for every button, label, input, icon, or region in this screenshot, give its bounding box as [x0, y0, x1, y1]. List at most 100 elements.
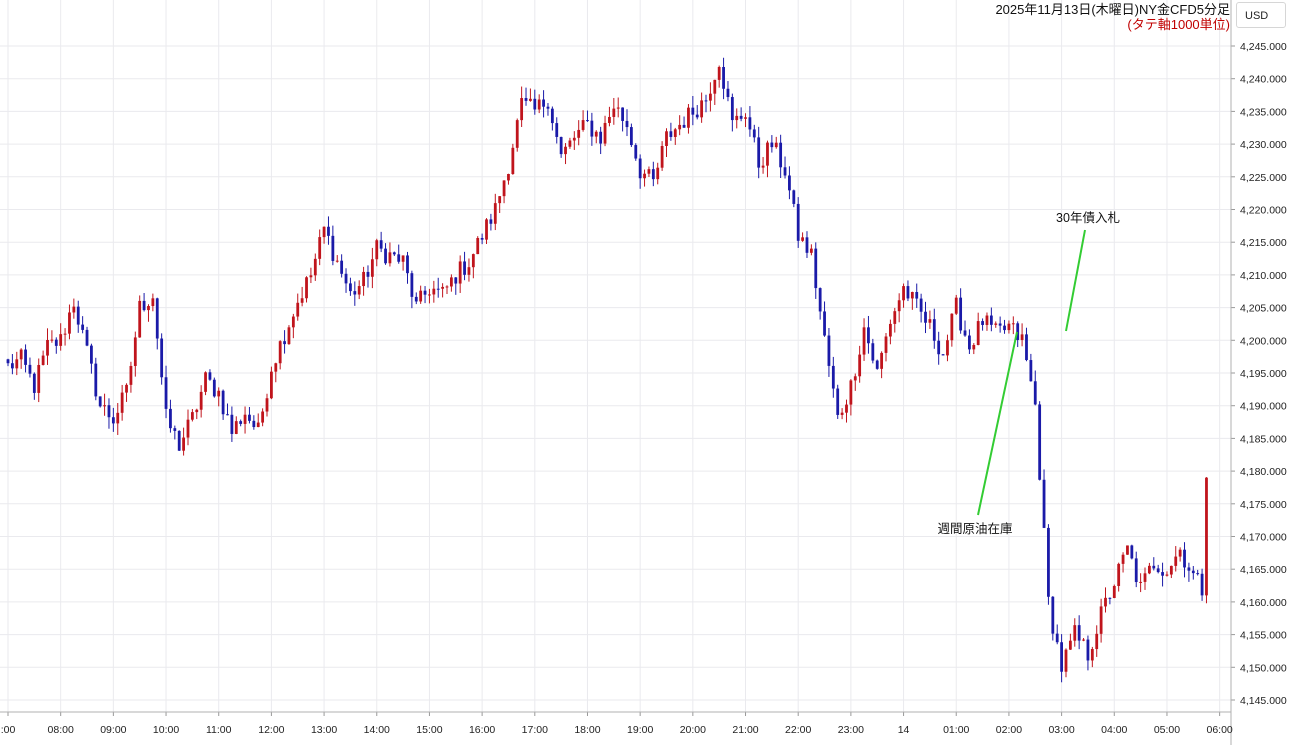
candle-body: [217, 390, 221, 397]
candle-body: [467, 267, 471, 275]
candle-body: [81, 324, 85, 330]
candle: [801, 232, 804, 242]
candle: [489, 213, 493, 231]
candle: [788, 166, 791, 200]
candle-body: [6, 359, 10, 364]
candle: [533, 89, 537, 115]
candle-body: [186, 419, 190, 438]
candle: [423, 286, 427, 304]
candle-body: [1112, 585, 1116, 599]
candle-body: [410, 273, 414, 297]
candle-body: [1139, 581, 1143, 583]
x-tick-label: 19:00: [627, 724, 653, 736]
candle: [1055, 624, 1059, 645]
y-tick-label: 4,165.000: [1240, 564, 1287, 576]
candle-body: [357, 286, 361, 295]
candle-body: [85, 329, 89, 346]
candle-body: [827, 335, 831, 366]
candle-body: [779, 142, 783, 168]
candle-body: [120, 392, 124, 413]
candle-body: [10, 363, 14, 369]
candle: [1047, 524, 1050, 605]
candle-body: [489, 219, 493, 224]
candle: [37, 358, 41, 403]
candle-body: [643, 173, 646, 179]
candle-body: [1152, 565, 1156, 569]
price-axis[interactable]: 4,145.000 4,150.000 4,155.000 4,160.000 4,16…: [1230, 0, 1287, 745]
candle: [270, 366, 273, 400]
candle-body: [129, 365, 133, 385]
candle-body: [968, 335, 971, 350]
candle-body: [1011, 323, 1015, 325]
candle-body: [309, 275, 313, 278]
candle: [1148, 562, 1151, 575]
candle: [985, 312, 989, 331]
candle: [515, 118, 519, 152]
candle: [103, 393, 106, 416]
candle: [410, 270, 414, 309]
candle-body: [629, 127, 633, 146]
candle-body: [823, 311, 826, 336]
y-tick-label: 4,175.000: [1240, 499, 1287, 511]
candle: [818, 287, 822, 320]
candle-body: [678, 124, 682, 130]
candle-body: [814, 248, 818, 289]
candle: [28, 357, 32, 378]
candle-body: [1095, 633, 1099, 650]
candle-body: [125, 384, 128, 393]
x-tick-label: 21:00: [732, 724, 758, 736]
candle-body: [256, 422, 260, 428]
candle: [1003, 319, 1006, 334]
candle-body: [568, 140, 572, 147]
candle: [419, 285, 423, 304]
candle-body: [884, 336, 888, 353]
candle: [476, 236, 480, 255]
candle: [520, 86, 524, 127]
candle: [805, 231, 809, 258]
candle: [349, 277, 352, 296]
currency-label[interactable]: USD: [1236, 2, 1286, 28]
candle: [322, 226, 326, 244]
candle-body: [384, 248, 387, 264]
candle: [1033, 370, 1037, 406]
x-tick-label: 11:00: [206, 724, 232, 736]
candle-body: [68, 312, 71, 334]
candle: [445, 285, 449, 294]
candle: [287, 325, 291, 345]
candle: [1029, 353, 1033, 382]
candle: [976, 312, 980, 346]
candle: [1169, 565, 1173, 579]
candle: [529, 88, 532, 102]
candle: [932, 308, 936, 349]
candle-body: [915, 291, 919, 299]
candle: [735, 108, 739, 129]
candle: [634, 143, 638, 161]
x-tick-label: 20:00: [680, 724, 706, 736]
candle-body: [1196, 573, 1200, 575]
x-tick-label: 10:00: [153, 724, 179, 736]
candle-body: [687, 107, 690, 128]
candle: [704, 94, 708, 113]
candle: [511, 143, 515, 175]
candle-body: [493, 203, 497, 224]
candle-body: [937, 340, 941, 355]
candle-body: [37, 364, 41, 393]
candle: [858, 345, 862, 383]
candle-body: [739, 115, 743, 119]
y-tick-label: 4,205.000: [1240, 303, 1287, 315]
time-axis[interactable]: :00 08:00 09:00 10:00 11:00 12:00 13:00 14:00 15…: [0, 711, 1233, 736]
candle: [1082, 637, 1085, 642]
candle: [366, 265, 370, 288]
y-tick-label: 4,225.000: [1240, 172, 1287, 184]
candle-body: [441, 286, 445, 289]
candle: [946, 334, 949, 362]
candle: [432, 280, 436, 303]
candle: [831, 356, 835, 398]
candle-body: [1033, 381, 1037, 405]
candle: [441, 283, 445, 298]
candle: [625, 109, 629, 137]
candle: [458, 255, 462, 293]
candle-body: [59, 334, 63, 346]
candle-body: [954, 297, 958, 314]
candle: [221, 389, 225, 420]
